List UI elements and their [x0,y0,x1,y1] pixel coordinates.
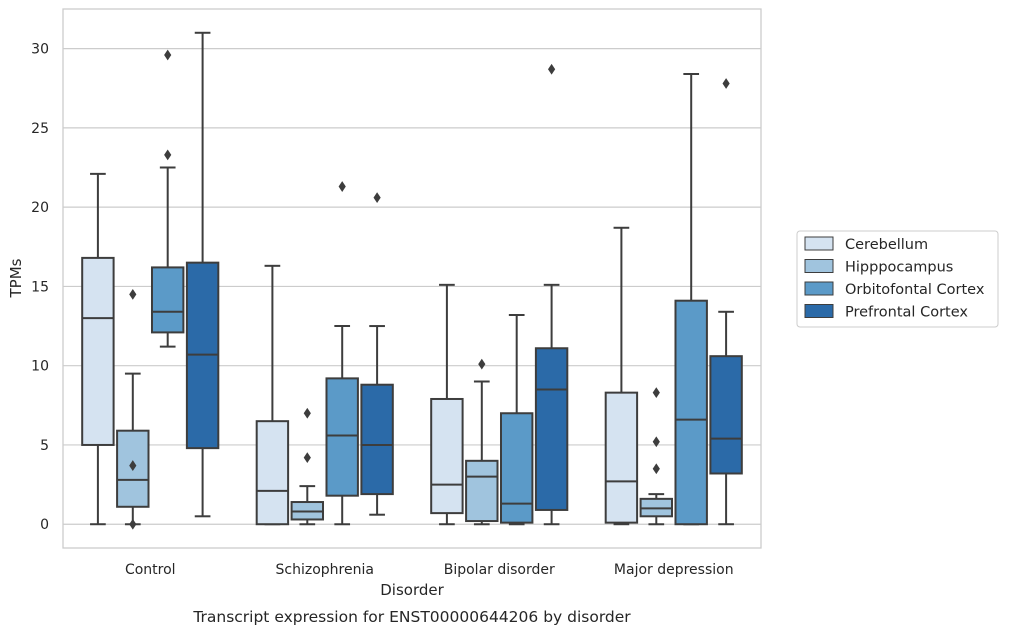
y-tick-label: 25 [31,121,49,137]
legend-swatch [804,236,834,251]
legend-frame [796,230,999,328]
box-group [325,181,359,526]
box-iqr [499,412,534,524]
outlier-point [652,463,660,475]
box-group [360,192,394,516]
legend-swatch [804,281,834,296]
y-tick-label: 30 [31,42,49,58]
outlier-point [722,78,730,89]
x-tick-label: Control [125,562,176,578]
box-iqr [150,266,185,334]
box-group [709,78,743,526]
outlier-point [548,63,556,75]
outlier-point [652,387,660,399]
outlier-point [129,518,137,530]
legend: Cerebellum Hipppocampus Orbitofontal Corte… [796,230,999,328]
box-group [499,313,534,526]
box-iqr [430,397,464,515]
box-iqr [360,383,394,496]
box-iqr [465,459,499,523]
box-iqr [255,420,290,526]
y-tick-label: 15 [31,279,49,295]
x-tick-label: Bipolar disorder [444,562,555,578]
box-group [534,63,569,526]
x-tick-label: Major depression [614,562,734,578]
outlier-point [652,436,660,448]
y-tick-label: 0 [40,517,49,533]
legend-label: Orbitofontal Cortex [845,282,985,298]
plot-area-frame [62,8,762,549]
legend-label: Prefrontal Cortex [845,305,968,321]
y-axis-label: TPMs [7,258,25,298]
box-group [674,72,708,526]
box-iqr [534,347,569,511]
box-iqr [674,299,708,526]
outlier-point [373,192,381,204]
box-group [150,49,185,348]
box-iqr [81,256,115,446]
box-group [185,31,220,518]
box-group [116,288,150,530]
x-tick-label: Schizophrenia [276,562,374,578]
y-tick-label: 5 [40,438,49,454]
box-group [290,407,325,526]
x-axis-label: Disorder [380,581,444,599]
y-tick-label: 20 [31,200,49,216]
outlier-point [129,288,137,300]
chart-caption: Transcript expression for ENST0000064420… [192,608,631,626]
outlier-point [129,460,137,471]
box-iqr [709,355,743,475]
legend-label: Hipppocampus [845,260,953,276]
y-tick-label: 10 [31,359,49,375]
outlier-point [164,149,172,161]
y-tick-labels: 0 5 10 15 20 25 30 [31,42,49,534]
box-iqr [325,377,359,497]
outlier-point [338,181,346,192]
x-tick-labels: Control Schizophrenia Bipolar disorder Majo… [125,562,734,578]
legend-swatch [804,259,834,273]
box-group [255,264,290,526]
box-group [430,283,464,526]
outlier-point [303,407,311,419]
box-plot-series [81,31,743,530]
box-group [639,387,674,526]
outlier-point [303,452,311,464]
box-group [81,172,115,526]
legend-label: Cerebellum [845,237,928,253]
box-group [465,358,499,526]
box-group [604,226,639,526]
box-iqr [604,391,639,524]
outlier-point [478,358,486,370]
legend-swatch [804,304,834,318]
outlier-point [164,49,172,61]
